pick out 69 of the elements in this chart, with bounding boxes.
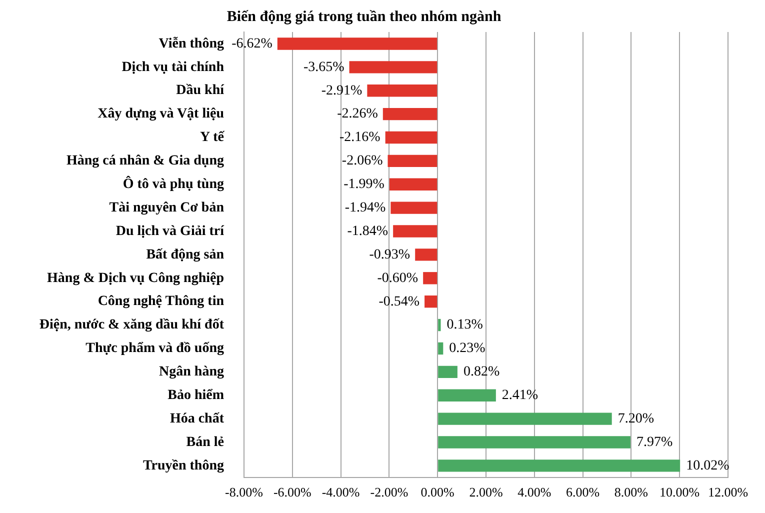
y-tick-label: Bất động sản <box>146 247 224 262</box>
bar <box>423 272 438 284</box>
x-tick-label: 8.00% <box>614 484 648 500</box>
data-label: -0.60% <box>377 270 418 286</box>
data-label: -1.99% <box>344 177 385 192</box>
bar <box>367 84 438 97</box>
data-label: 7.20% <box>618 411 654 426</box>
data-label: -2.91% <box>321 83 363 98</box>
bar <box>390 202 438 214</box>
data-label: -0.93% <box>369 247 410 262</box>
bar <box>388 154 438 168</box>
data-label: -1.84% <box>347 224 388 239</box>
bar <box>438 389 496 402</box>
y-tick-label: Bảo hiểm <box>168 388 224 403</box>
y-tick-label: Hàng cá nhân & Gia dụng <box>66 154 224 169</box>
bar <box>438 436 630 448</box>
bar <box>382 108 438 120</box>
data-label: 0.23% <box>449 341 486 356</box>
y-tick-label: Thực phẩm và đồ uống <box>86 341 224 356</box>
y-tick-label: Tài nguyên Cơ bản <box>109 200 224 216</box>
y-tick-label: Công nghệ Thông tin <box>98 294 224 310</box>
data-label: -3.65% <box>303 60 345 75</box>
y-tick-label: Xây dựng và Vật liệu <box>98 106 224 122</box>
y-tick-label: Y tế <box>200 130 225 146</box>
bar <box>438 342 444 355</box>
x-tick-label: -8.00% <box>225 484 264 500</box>
bar <box>389 178 438 190</box>
bar <box>349 61 438 74</box>
y-tick-label: Ô tô và phụ tùng <box>122 174 224 192</box>
data-label: -1.94% <box>344 200 386 216</box>
data-label: 0.13% <box>446 318 484 333</box>
data-label: -0.54% <box>378 294 420 310</box>
bar <box>438 412 612 425</box>
x-tick-label: -6.00% <box>273 484 312 500</box>
x-tick-label: 12.00% <box>708 484 748 500</box>
bar <box>277 38 438 50</box>
data-label: 7.97% <box>636 434 673 450</box>
bar <box>424 295 438 308</box>
data-label: -2.26% <box>337 106 378 122</box>
y-tick-label: Dịch vụ tài chính <box>122 60 224 75</box>
y-tick-label: Ngân hàng <box>159 364 224 380</box>
chart-title: Biến động giá trong tuần theo nhóm ngành <box>226 8 502 25</box>
bar <box>438 318 441 332</box>
x-tick-label: -4.00% <box>322 484 360 500</box>
data-label: 10.02% <box>686 458 730 474</box>
x-tick-label: 0.00% <box>420 484 455 500</box>
y-tick-label: Du lịch và Giải trí <box>116 224 226 239</box>
y-tick-label: Dầu khí <box>176 83 226 98</box>
x-tick-label: 2.00% <box>469 484 503 500</box>
x-tick-label: 10.00% <box>660 484 700 500</box>
bar <box>438 366 458 378</box>
y-tick-label: Viễn thông <box>158 36 224 52</box>
x-tick-label: 6.00% <box>566 484 600 500</box>
x-tick-label: -2.00% <box>370 484 408 500</box>
x-tick-label: 4.00% <box>518 484 552 500</box>
data-label: 2.41% <box>502 388 538 404</box>
data-label: -2.06% <box>342 154 384 169</box>
y-tick-label: Hàng & Dịch vụ Công nghiệp <box>47 270 224 286</box>
data-label: -6.62% <box>232 36 273 52</box>
bar <box>393 225 438 238</box>
y-tick-label: Hóa chất <box>170 411 224 426</box>
data-label: -2.16% <box>340 130 381 146</box>
y-tick-label: Truyền thông <box>142 458 224 474</box>
y-tick-label: Điện, nước & xăng dầu khí đốt <box>39 318 224 333</box>
bar <box>415 248 438 261</box>
bar <box>438 460 680 472</box>
bar <box>385 131 438 144</box>
y-tick-label: Bán lẻ <box>186 434 224 450</box>
data-label: 0.82% <box>463 364 500 380</box>
